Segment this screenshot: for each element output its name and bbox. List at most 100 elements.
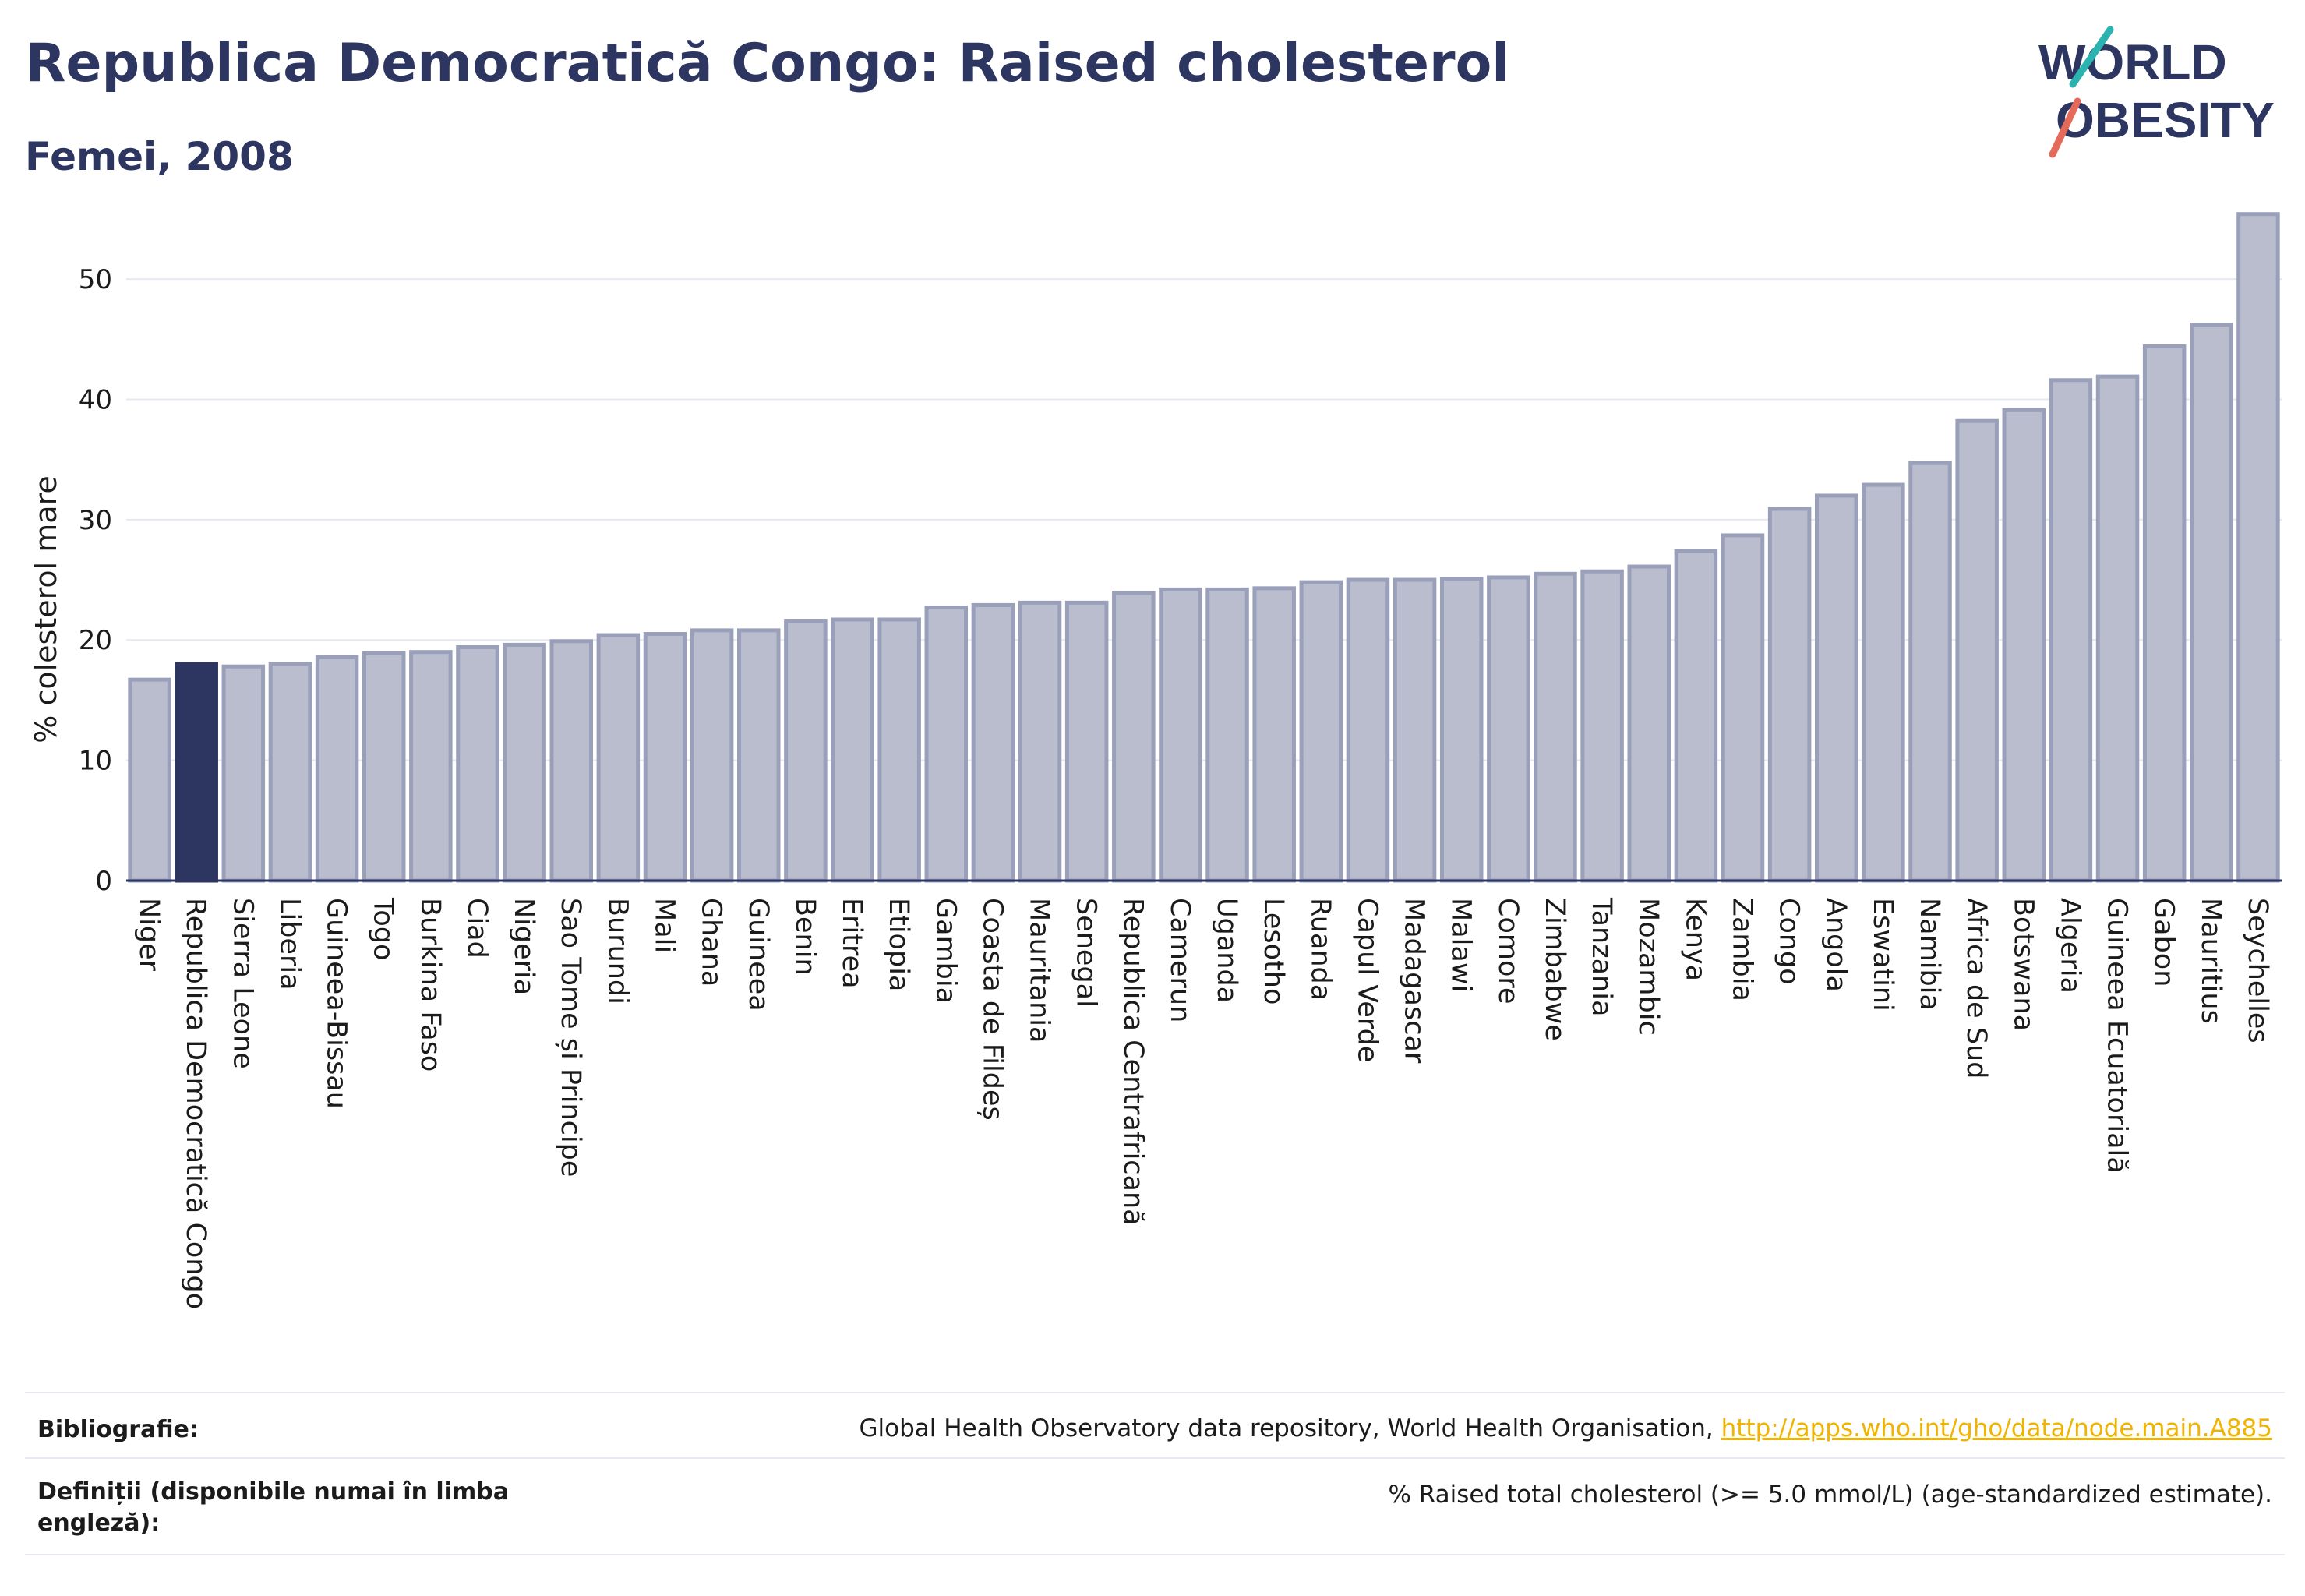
bar[interactable] xyxy=(1393,577,1437,883)
bar[interactable] xyxy=(737,628,781,883)
bar[interactable] xyxy=(690,628,734,883)
y-tick-label: 20 xyxy=(79,625,112,656)
x-tick-label: Sierra Leone xyxy=(227,898,258,1069)
world-obesity-logo: WORLD OBESITY xyxy=(2038,26,2275,158)
x-tick-label: Uganda xyxy=(1211,898,1242,1003)
bar[interactable] xyxy=(784,619,828,883)
bar[interactable] xyxy=(1815,493,1858,883)
x-tick-label: Mauritius xyxy=(2195,898,2226,1024)
x-tick-label: Gabon xyxy=(2148,898,2180,987)
x-tick-label: Nigeria xyxy=(508,898,539,995)
bar[interactable] xyxy=(1112,591,1156,883)
footer-divider-middle xyxy=(25,1457,2285,1459)
x-tick-label: Senegal xyxy=(1071,898,1102,1008)
bar[interactable] xyxy=(1627,564,1671,883)
bar[interactable] xyxy=(643,632,687,883)
bar[interactable] xyxy=(1721,533,1765,883)
bibliography-value: Global Health Observatory data repositor… xyxy=(860,1414,2272,1442)
bar[interactable] xyxy=(1908,461,1952,883)
bar[interactable] xyxy=(1580,569,1624,883)
x-tick-label: Eswatini xyxy=(1867,898,1898,1012)
x-tick-label: Niger xyxy=(133,898,164,972)
bar[interactable] xyxy=(1439,576,1484,883)
y-tick-label: 0 xyxy=(95,866,112,897)
bar[interactable] xyxy=(2236,212,2280,883)
bar[interactable] xyxy=(221,664,266,883)
x-tick-label: Tanzania xyxy=(1586,897,1617,1016)
x-tick-label: Camerun xyxy=(1164,898,1195,1022)
bar[interactable] xyxy=(1064,600,1109,883)
bar[interactable] xyxy=(1205,587,1249,883)
bar[interactable] xyxy=(1252,586,1296,883)
bar[interactable] xyxy=(2002,408,2046,883)
bibliography-link[interactable]: http://apps.who.int/gho/data/node.main.A… xyxy=(1721,1414,2272,1442)
page-title: Republica Democratică Congo: Raised chol… xyxy=(25,33,1510,94)
x-tick-label: Guineea xyxy=(743,898,774,1012)
x-tick-label: Kenya xyxy=(1679,898,1710,981)
logo-line2: OBESITY xyxy=(2056,92,2275,148)
bar[interactable] xyxy=(1346,577,1390,883)
bar[interactable] xyxy=(1862,482,1905,883)
bar[interactable] xyxy=(1487,575,1530,883)
bar[interactable] xyxy=(971,602,1015,883)
x-tick-label: Guineea Ecuatorială xyxy=(2102,898,2133,1174)
x-tick-label: Madagascar xyxy=(1399,898,1430,1064)
bar[interactable] xyxy=(1955,418,1999,883)
y-tick-label: 10 xyxy=(79,746,112,777)
bar[interactable] xyxy=(1159,587,1202,883)
y-axis-label: % colesterol mare xyxy=(29,475,63,743)
bar[interactable] xyxy=(1018,600,1062,883)
y-tick-label: 40 xyxy=(79,384,112,415)
x-tick-label: Republica Democratică Congo xyxy=(180,898,211,1309)
bar[interactable] xyxy=(2095,374,2140,883)
x-tick-label: Ghana xyxy=(696,898,727,987)
bar[interactable] xyxy=(503,642,546,883)
x-tick-label: Mauritania xyxy=(1024,898,1055,1043)
x-tick-label: Ruanda xyxy=(1304,898,1336,1001)
bar[interactable] xyxy=(831,617,874,883)
bar[interactable] xyxy=(924,606,969,883)
x-tick-label: Togo xyxy=(368,897,399,960)
bar[interactable] xyxy=(175,662,218,883)
bar[interactable] xyxy=(1767,507,1812,883)
bar[interactable] xyxy=(1674,549,1718,883)
logo-slash-teal xyxy=(2069,26,2114,88)
bar[interactable] xyxy=(596,633,641,883)
bar[interactable] xyxy=(2049,378,2093,883)
x-tick-label: Mali xyxy=(649,898,680,953)
x-tick-label: Sao Tome și Principe xyxy=(555,898,586,1177)
logo-slash-red xyxy=(2049,97,2081,158)
bar[interactable] xyxy=(268,662,312,883)
definitions-text: % Raised total cholesterol (>= 5.0 mmol/… xyxy=(1388,1481,2272,1509)
bar[interactable] xyxy=(2190,323,2233,883)
bar[interactable] xyxy=(128,677,171,883)
bibliography-label: Bibliografie: xyxy=(37,1416,199,1443)
x-tick-label: Botswana xyxy=(2007,898,2038,1031)
bar[interactable] xyxy=(456,644,499,883)
y-axis-ticks: 0 10 20 30 40 50 xyxy=(79,264,112,897)
bar[interactable] xyxy=(549,639,593,883)
bars xyxy=(128,212,2280,883)
footer-divider-bottom xyxy=(25,1554,2285,1555)
x-tick-label: Capul Verde xyxy=(1351,898,1382,1062)
bar[interactable] xyxy=(362,651,406,883)
footer-divider-top xyxy=(25,1392,2285,1393)
logo-line1: WORLD xyxy=(2038,34,2227,90)
x-tick-label: Africa de Sud xyxy=(1961,898,1992,1079)
x-axis-labels: Niger Republica Democratică Congo Sierra L… xyxy=(133,897,2273,1309)
x-tick-label: Congo xyxy=(1774,898,1805,985)
x-tick-label: Burkina Faso xyxy=(415,898,446,1072)
x-tick-label: Liberia xyxy=(274,898,305,990)
bar[interactable] xyxy=(409,650,453,883)
x-tick-label: Coasta de Fildeș xyxy=(976,898,1008,1121)
bar[interactable] xyxy=(1299,580,1343,883)
page-subtitle: Femei, 2008 xyxy=(25,134,294,179)
bar[interactable] xyxy=(315,655,359,883)
bar[interactable] xyxy=(2142,344,2187,883)
y-tick-label: 50 xyxy=(79,264,112,295)
x-tick-label: Malawi xyxy=(1445,898,1477,992)
x-tick-label: Zambia xyxy=(1727,898,1758,1001)
bar[interactable] xyxy=(1534,571,1577,883)
x-tick-label: Angola xyxy=(1820,898,1851,992)
bar[interactable] xyxy=(877,617,921,883)
